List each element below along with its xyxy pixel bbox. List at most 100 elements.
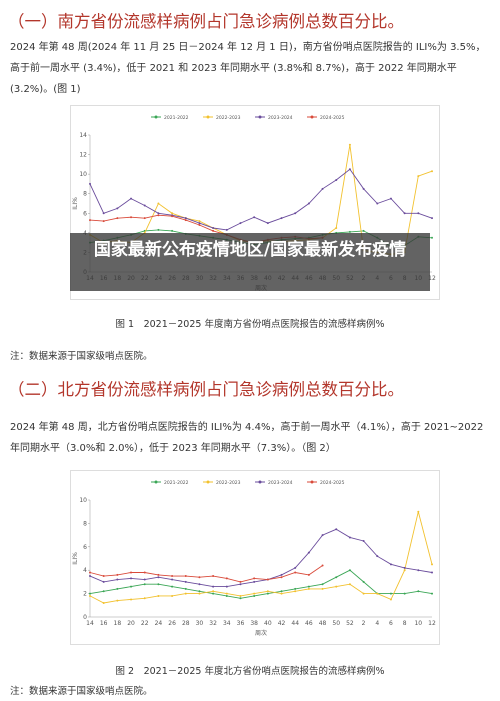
data-point <box>376 202 379 205</box>
data-point <box>89 594 91 597</box>
data-point <box>307 551 310 554</box>
y-tick-label: 6 <box>83 210 87 217</box>
x-tick-label: 22 <box>141 620 149 627</box>
legend-label: 2022-2023 <box>216 115 241 121</box>
data-point <box>376 592 379 595</box>
x-tick-label: 34 <box>223 620 231 627</box>
data-point <box>321 583 324 586</box>
data-point <box>225 594 228 597</box>
data-point <box>89 592 91 595</box>
data-point <box>171 212 174 215</box>
data-point <box>335 585 338 588</box>
data-point <box>102 575 105 578</box>
x-tick-label: 40 <box>264 620 272 627</box>
data-point <box>321 187 324 190</box>
data-point <box>253 594 256 597</box>
data-point <box>389 598 392 601</box>
data-point <box>294 590 297 593</box>
data-point <box>294 571 297 574</box>
data-point <box>431 571 433 574</box>
x-tick-label: 6 <box>389 620 393 627</box>
data-point <box>130 598 133 601</box>
caption: 图 1 2021－2025 年度南方省份哨点医院报告的流感样病例% <box>115 319 385 330</box>
data-point <box>253 580 256 583</box>
data-point <box>239 222 242 225</box>
legend-label: 2024-2025 <box>320 115 345 121</box>
data-point <box>130 577 133 580</box>
data-point <box>212 590 215 593</box>
data-point <box>102 580 105 583</box>
data-point <box>280 592 283 595</box>
data-point <box>225 577 228 580</box>
data-point <box>348 536 351 539</box>
y-axis-label: ILI% <box>72 197 79 210</box>
data-point <box>280 590 283 593</box>
data-point <box>253 592 256 595</box>
data-point <box>212 575 215 578</box>
data-point <box>321 587 324 590</box>
data-point <box>403 569 406 572</box>
data-point <box>116 599 119 602</box>
heading: （二）北方省份流感样病例占门急诊病例总数百分比。 <box>8 380 404 399</box>
y-tick-label: 8 <box>83 191 87 198</box>
data-point <box>225 228 228 231</box>
x-axis-label: 周次 <box>255 629 267 637</box>
data-point <box>89 571 91 574</box>
legend-marker <box>154 115 158 119</box>
series-line <box>89 565 323 583</box>
data-point <box>198 222 201 225</box>
x-tick-label: 46 <box>305 620 313 627</box>
data-point <box>89 219 91 222</box>
data-point <box>198 583 201 586</box>
data-point <box>171 578 174 581</box>
legend-label: 2023-2024 <box>268 115 293 121</box>
data-point <box>417 175 420 178</box>
y-axis-label: ILI% <box>72 552 79 565</box>
data-point <box>431 236 433 239</box>
x-tick-label: 44 <box>291 620 299 627</box>
data-point <box>130 197 133 200</box>
data-point <box>143 583 146 586</box>
data-point <box>389 592 392 595</box>
legend-marker <box>206 480 210 484</box>
data-point <box>253 577 256 580</box>
legend-label: 2023-2024 <box>268 480 293 486</box>
data-point <box>307 202 310 205</box>
data-point <box>403 212 406 215</box>
data-point <box>431 170 433 173</box>
data-point <box>143 578 146 581</box>
x-tick-label: 4 <box>375 620 379 627</box>
series-line <box>89 168 433 231</box>
chart-frame <box>70 105 440 300</box>
data-point <box>294 212 297 215</box>
data-point <box>157 594 160 597</box>
data-point <box>253 216 256 219</box>
data-point <box>335 528 338 531</box>
data-point <box>389 197 392 200</box>
y-tick-label: 6 <box>83 544 87 551</box>
legend-label: 2022-2023 <box>216 480 241 486</box>
data-point <box>239 583 242 586</box>
data-point <box>321 564 324 567</box>
data-point <box>116 207 119 210</box>
data-point <box>294 587 297 590</box>
data-point <box>239 597 242 600</box>
x-tick-label: 38 <box>250 620 258 627</box>
data-point <box>184 217 187 220</box>
legend-marker <box>258 115 262 119</box>
data-point <box>157 202 160 205</box>
x-tick-label: 32 <box>209 620 217 627</box>
data-point <box>266 590 269 593</box>
data-point <box>143 571 146 574</box>
data-point <box>130 216 133 219</box>
data-point <box>362 229 365 232</box>
data-point <box>348 230 351 233</box>
x-tick-label: 12 <box>428 275 436 282</box>
data-point <box>116 217 119 220</box>
data-point <box>184 580 187 583</box>
data-point <box>184 587 187 590</box>
data-point <box>266 592 269 595</box>
y-tick-label: 12 <box>79 152 87 159</box>
series-line <box>89 511 433 604</box>
